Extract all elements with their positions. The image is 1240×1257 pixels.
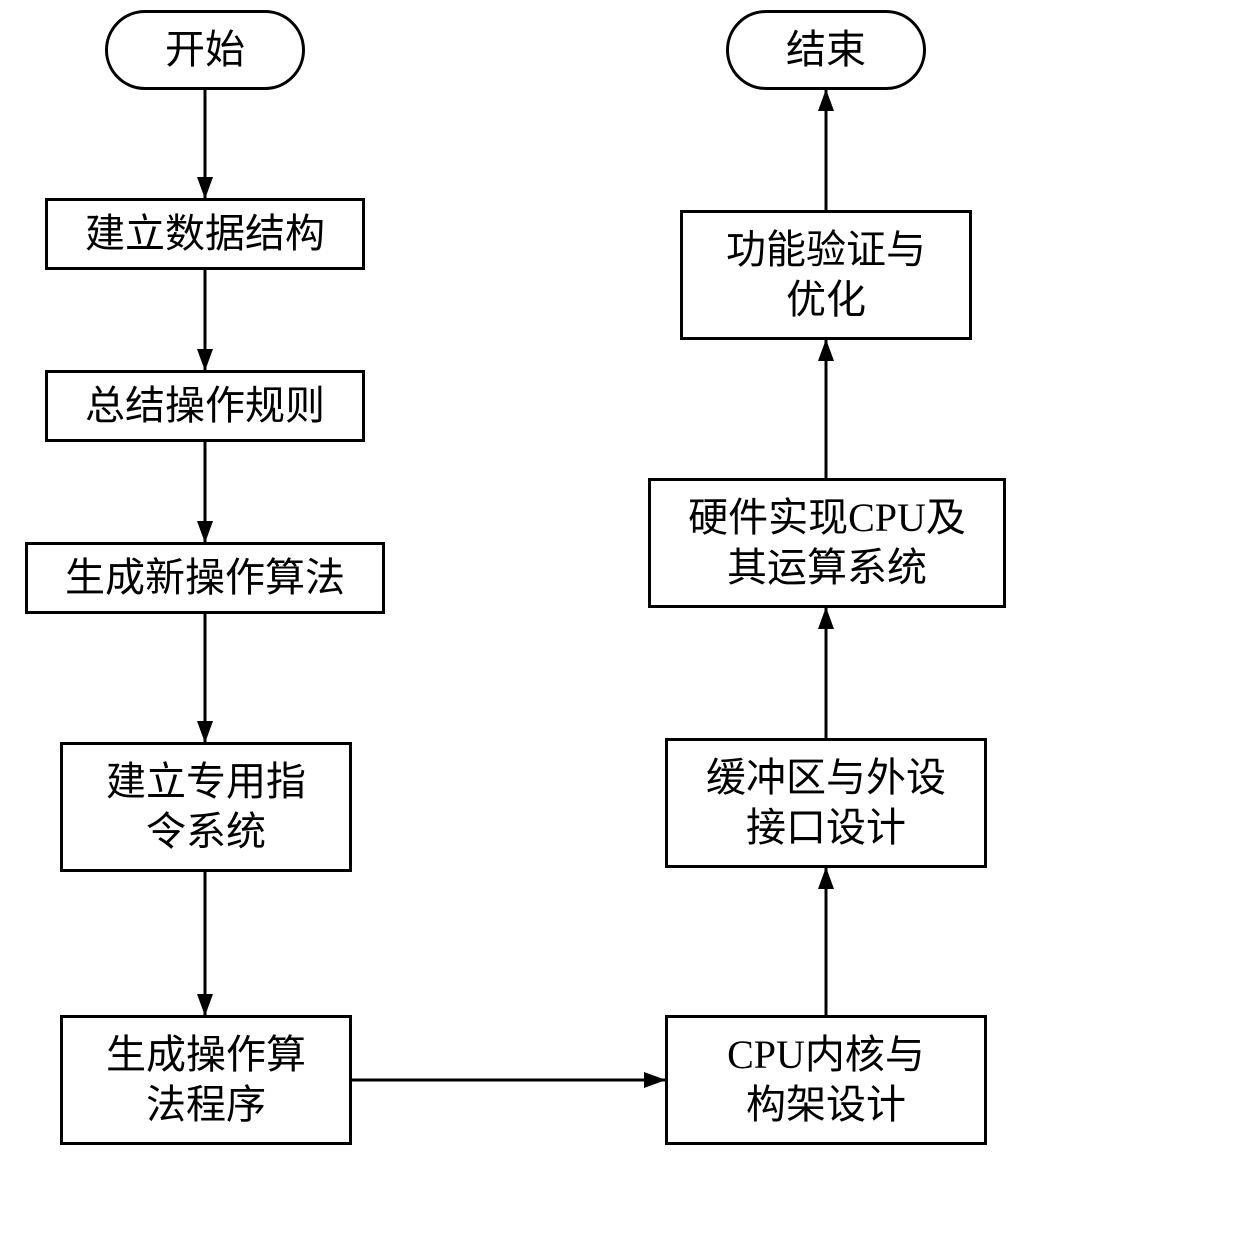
node-label: 缓冲区与外设 接口设计 (706, 753, 946, 853)
flowchart-node-n9: 功能验证与 优化 (680, 210, 972, 340)
node-label: 功能验证与 优化 (726, 225, 926, 325)
flowchart-canvas: 开始建立数据结构总结操作规则生成新操作算法建立专用指 令系统生成操作算 法程序 C… (0, 0, 1240, 1257)
node-label: 总结操作规则 (85, 381, 325, 431)
node-label: CPU内核与 构架设计 (727, 1030, 925, 1130)
node-label: 开始 (165, 25, 245, 75)
flowchart-node-n3: 生成新操作算法 (25, 542, 385, 614)
flowchart-node-n2: 总结操作规则 (45, 370, 365, 442)
node-label: 生成新操作算法 (65, 553, 345, 603)
node-label: 生成操作算 法程序 (106, 1030, 306, 1130)
flowchart-node-n4: 建立专用指 令系统 (60, 742, 352, 872)
flowchart-node-n1: 建立数据结构 (45, 198, 365, 270)
flowchart-node-n8: 硬件实现CPU及 其运算系统 (648, 478, 1006, 608)
flowchart-node-n6: CPU内核与 构架设计 (665, 1015, 987, 1145)
node-label: 建立专用指 令系统 (106, 757, 306, 857)
node-label: 结束 (786, 25, 866, 75)
flowchart-node-n7: 缓冲区与外设 接口设计 (665, 738, 987, 868)
flowchart-node-n5: 生成操作算 法程序 (60, 1015, 352, 1145)
flowchart-node-end: 结束 (726, 10, 926, 90)
node-label: 建立数据结构 (85, 209, 325, 259)
flowchart-node-start: 开始 (105, 10, 305, 90)
node-label: 硬件实现CPU及 其运算系统 (688, 493, 966, 593)
